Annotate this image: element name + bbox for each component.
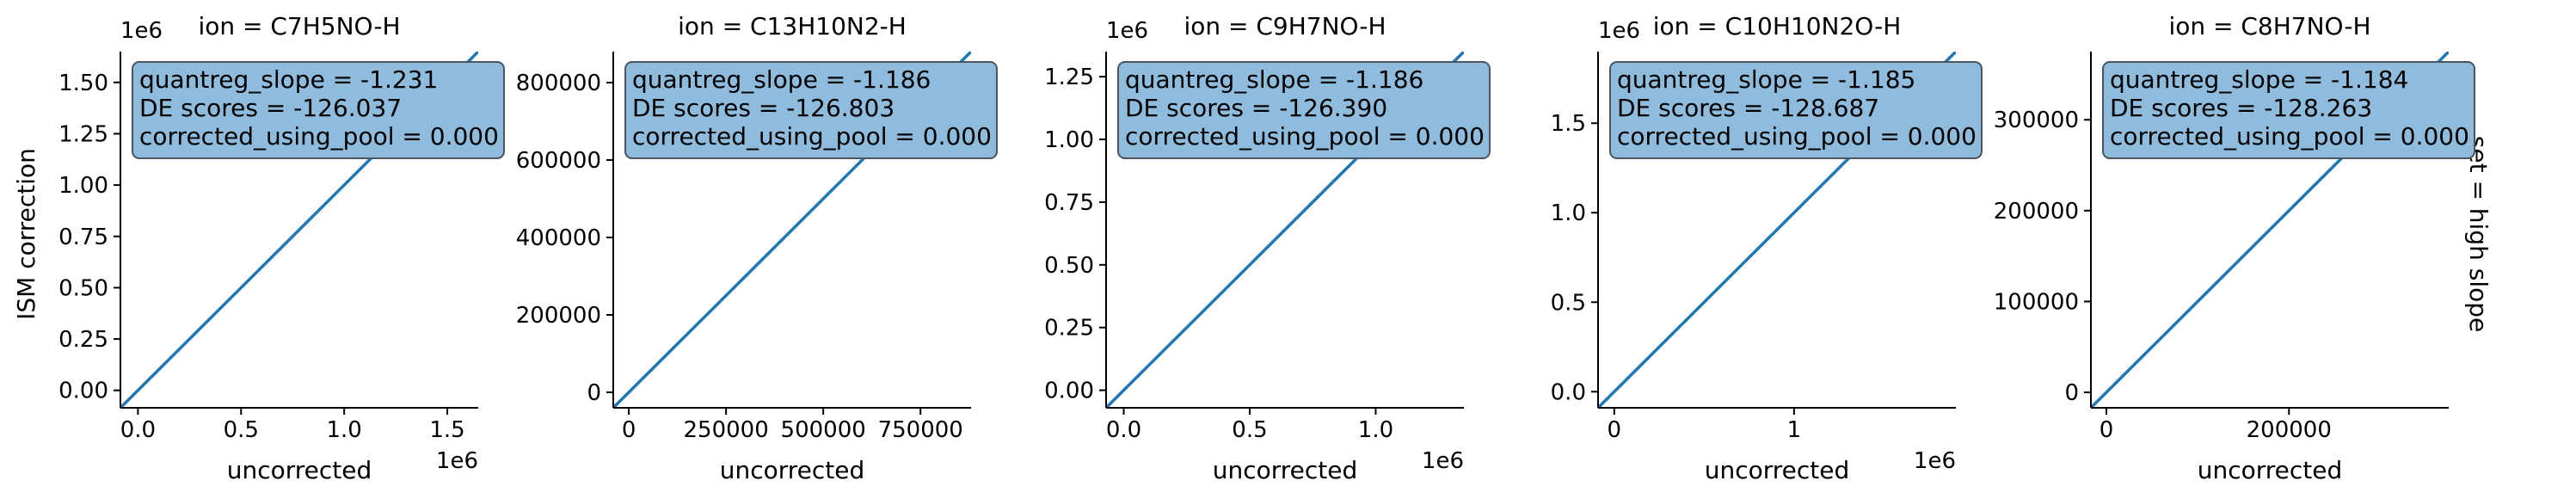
y-offset-label: 1e6 <box>1598 18 1640 44</box>
x-tick-label: 750000 <box>878 417 963 443</box>
x-axis-label: uncorrected <box>2198 456 2343 484</box>
y-tick-label: 0.25 <box>58 327 108 353</box>
y-tick-label: 0.50 <box>1044 253 1094 279</box>
x-tick-label: 0.5 <box>224 417 259 443</box>
stats-line: quantreg_slope = -1.186 <box>1125 65 1423 94</box>
y-tick-label: 0.00 <box>58 379 108 404</box>
x-tick-label: 0 <box>1608 417 1622 443</box>
x-tick-label: 0 <box>2100 417 2114 443</box>
stats-line: corrected_using_pool = 0.000 <box>1125 122 1485 151</box>
x-tick-label: 1.0 <box>1358 417 1393 443</box>
panel-3: 0.0 0.5 1.0 0.00 0.25 0.50 0.75 1.00 1.25 1e6 1e6 i… <box>1044 12 1491 484</box>
y-tick-label: 100000 <box>1994 289 2079 315</box>
panel-title: ion = C7H5NO-H <box>198 12 400 40</box>
y-tick-label: 200000 <box>516 303 601 329</box>
y-offset-label: 1e6 <box>120 18 163 44</box>
y-tick-label: 1.25 <box>1044 65 1094 90</box>
x-tick-label: 0.0 <box>1106 417 1141 443</box>
stats-line: corrected_using_pool = 0.000 <box>1617 122 1977 151</box>
y-tick-label: 0.75 <box>1044 190 1094 216</box>
y-tick-label: 1.25 <box>58 121 108 147</box>
x-tick-label: 250000 <box>683 417 768 443</box>
x-axis-label: uncorrected <box>1705 456 1850 484</box>
stats-line: DE scores = -128.263 <box>2110 94 2372 122</box>
y-tick-label: 0.00 <box>1044 379 1094 404</box>
stats-box <box>132 61 505 159</box>
y-tick-label: 0 <box>587 380 601 406</box>
x-tick-label: 200000 <box>2247 417 2332 443</box>
y-tick-label: 800000 <box>516 71 601 96</box>
panels: 0.0 0.5 1.0 1.50.000.250.500.751.001.251.50… <box>58 12 2475 484</box>
stats-line: DE scores = -126.390 <box>1125 94 1387 122</box>
panel-title: ion = C10H10N2O-H <box>1653 12 1902 40</box>
y-tick-label: 1.00 <box>58 173 108 199</box>
y-tick-label: 1.0 <box>1551 200 1586 226</box>
y-axis-label: ISM correction <box>12 148 40 320</box>
x-offset-label: 1e6 <box>1422 448 1464 474</box>
stats-line: quantreg_slope = -1.185 <box>1617 65 1915 94</box>
x-axis-label: uncorrected <box>720 456 865 484</box>
y-tick-label: 300000 <box>1994 108 2079 133</box>
stats-line: DE scores = -126.803 <box>632 94 895 122</box>
stats-box <box>1117 61 1491 159</box>
x-tick-label: 1.5 <box>429 417 464 443</box>
y-tick-label: 1.50 <box>58 71 108 96</box>
y-tick-label: 1.5 <box>1551 111 1586 137</box>
y-tick-label: 0.50 <box>58 275 108 301</box>
y-tick-label: 0 <box>2064 380 2079 406</box>
stats-line: quantreg_slope = -1.231 <box>139 65 438 94</box>
stats-line: corrected_using_pool = 0.000 <box>632 122 992 151</box>
stats-line: DE scores = -126.037 <box>139 94 402 122</box>
y-tick-label: 200000 <box>1994 199 2079 225</box>
x-tick-label: 0.5 <box>1232 417 1267 443</box>
panel-4: 0 1 0.0 0.5 1.0 1.5 1e6 1e6 ion = C10H10N2O-H unc… <box>1551 12 1983 484</box>
x-tick-label: 1.0 <box>326 417 361 443</box>
stats-line: quantreg_slope = -1.186 <box>632 65 931 94</box>
panel-title: ion = C13H10N2-H <box>678 12 907 40</box>
y-tick-label: 0.25 <box>1044 316 1094 342</box>
stats-box <box>2102 61 2475 159</box>
stats-line: DE scores = -128.687 <box>1617 94 1879 122</box>
stats-line: quantreg_slope = -1.184 <box>2110 65 2408 94</box>
stats-box <box>624 61 998 159</box>
y-tick-label: 400000 <box>516 225 601 251</box>
y-tick-label: 0.5 <box>1551 290 1586 316</box>
panel-title: ion = C9H7NO-H <box>1183 12 1386 40</box>
panel-5: 0 200000 0 100000 200000 300000 ion = C8H7NO-H… <box>1994 12 2475 484</box>
x-axis-label: uncorrected <box>227 456 372 484</box>
panel-2: 0 250000 500000 750000 0 200000 400000 600000 80… <box>516 12 998 484</box>
x-tick-label: 0 <box>622 417 636 443</box>
y-tick-label: 0.0 <box>1551 379 1586 405</box>
x-offset-label: 1e6 <box>436 448 478 474</box>
panel-title: ion = C8H7NO-H <box>2168 12 2370 40</box>
stats-box <box>1609 61 1983 159</box>
x-tick-label: 1 <box>1787 417 1802 443</box>
x-axis-label: uncorrected <box>1213 456 1358 484</box>
y-tick-label: 0.75 <box>58 225 108 250</box>
y-offset-label: 1e6 <box>1106 18 1148 44</box>
stats-line: corrected_using_pool = 0.000 <box>2110 122 2469 151</box>
x-tick-label: 0.0 <box>120 417 156 443</box>
panel-1: 0.0 0.5 1.0 1.5 0.00 0.25 0.50 0.75 1.00 1.25 1.50… <box>58 12 505 484</box>
x-offset-label: 1e6 <box>1914 448 1956 474</box>
x-tick-label: 500000 <box>781 417 866 443</box>
y-tick-label: 1.00 <box>1044 127 1094 153</box>
y-tick-label: 600000 <box>516 148 601 174</box>
stats-line: corrected_using_pool = 0.000 <box>139 122 499 151</box>
facet-row-label: set = high slope <box>2464 136 2493 333</box>
